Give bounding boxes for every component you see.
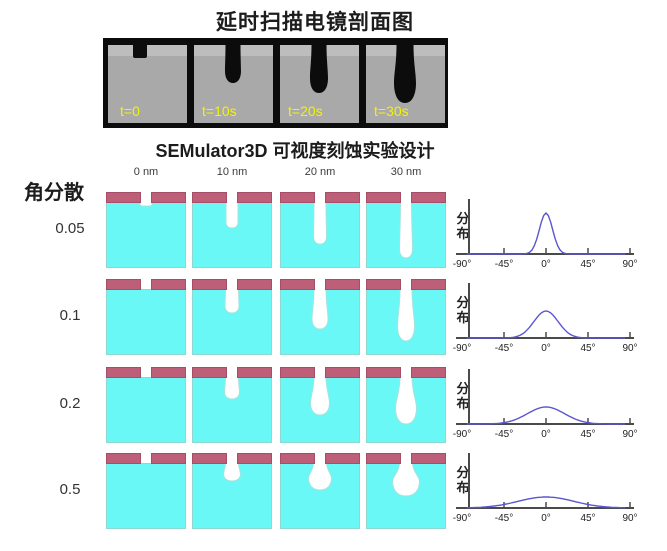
sim-panel-r1c3 [366,279,446,355]
sem-frame: t=20s [280,44,359,123]
col-header-2: 20 nm [304,166,336,178]
sim-panel-r2c2 [280,367,360,443]
dist-xtick-label: -45° [495,513,513,524]
sim-panel-r3c2 [280,453,360,529]
sem-image: t=0 t=10s t=20s t=30s [103,38,448,128]
row-label-0.1: 0.1 [59,307,81,324]
dist-xtick-label: -90° [453,343,471,354]
sim-panel-r2c1 [192,367,272,443]
sim-panel-r1c2 [280,279,360,355]
gaussian-curve [466,496,626,509]
row-axis-label: 角分散 [24,182,84,204]
sim-panel-r0c2 [280,192,360,268]
sim-panel-r2c3 [366,367,446,443]
sem-title: 延时扫描电镜剖面图 [216,11,414,34]
dist-ylabel: 分布 [456,295,470,325]
sim-panel-r1c1 [192,279,272,355]
dist-xtick-label: 0° [541,429,551,440]
sim-title: SEMulator3D 可视度刻蚀实验设计 [155,141,435,161]
dist-xtick-label: 90° [622,343,637,354]
dist-xtick-label: 45° [580,513,595,524]
dist-xtick-label: 90° [622,259,637,270]
dist-plot-0.2: -90° -45° 0° 45° 90° [452,366,665,444]
gaussian-curve [466,406,626,425]
dist-plot-0.1: -90° -45° 0° 45° 90° [452,280,665,358]
dist-xtick-label: 90° [622,429,637,440]
dist-ylabel: 分布 [456,211,470,241]
dist-xtick-label: 45° [580,259,595,270]
sim-panel-r3c3 [366,453,446,529]
dist-xtick-label: -45° [495,429,513,440]
sim-panel-r1c0 [106,279,186,355]
dist-xtick-label: 45° [580,429,595,440]
sim-panel-r0c0 [106,192,186,268]
sim-panel-r3c0 [106,453,186,529]
sem-frame: t=10s [194,44,273,123]
gaussian-curve [466,310,626,339]
sim-panel-r0c1 [192,192,272,268]
sem-frame: t=0 [108,45,187,123]
col-header-0: 0 nm [133,166,159,178]
dist-xtick-label: 0° [541,343,551,354]
sim-panel-r0c3 [366,192,446,268]
sim-panel-r2c0 [106,367,186,443]
dist-ylabel: 分布 [456,465,470,495]
dist-xtick-label: 0° [541,259,551,270]
sem-frame: t=30s [366,44,445,123]
row-label-0.2: 0.2 [59,395,81,412]
dist-xtick-label: 90° [622,513,637,524]
dist-xtick-label: -90° [453,259,471,270]
dist-xtick-label: -90° [453,513,471,524]
col-header-1: 10 nm [216,166,248,178]
sem-frame-label: t=0 [120,103,140,119]
dist-xtick-label: -45° [495,259,513,270]
row-label-0.05: 0.05 [55,220,85,237]
sim-panel-r3c1 [192,453,272,529]
dist-xtick-label: -90° [453,429,471,440]
dist-xtick-label: 0° [541,513,551,524]
sem-frame-label: t=20s [288,103,323,119]
sem-frame-label: t=10s [202,103,237,119]
dist-plot-0.05: -90° -45° 0° 45° 90° [452,196,665,274]
dist-ylabel: 分布 [456,381,470,411]
col-header-3: 30 nm [390,166,422,178]
row-label-0.5: 0.5 [59,481,81,498]
dist-plot-0.5: -90° -45° 0° 45° 90° [452,450,665,528]
sem-frame-label: t=30s [374,103,409,119]
dist-xtick-label: 45° [580,343,595,354]
gaussian-curve [466,211,626,255]
dist-xtick-label: -45° [495,343,513,354]
